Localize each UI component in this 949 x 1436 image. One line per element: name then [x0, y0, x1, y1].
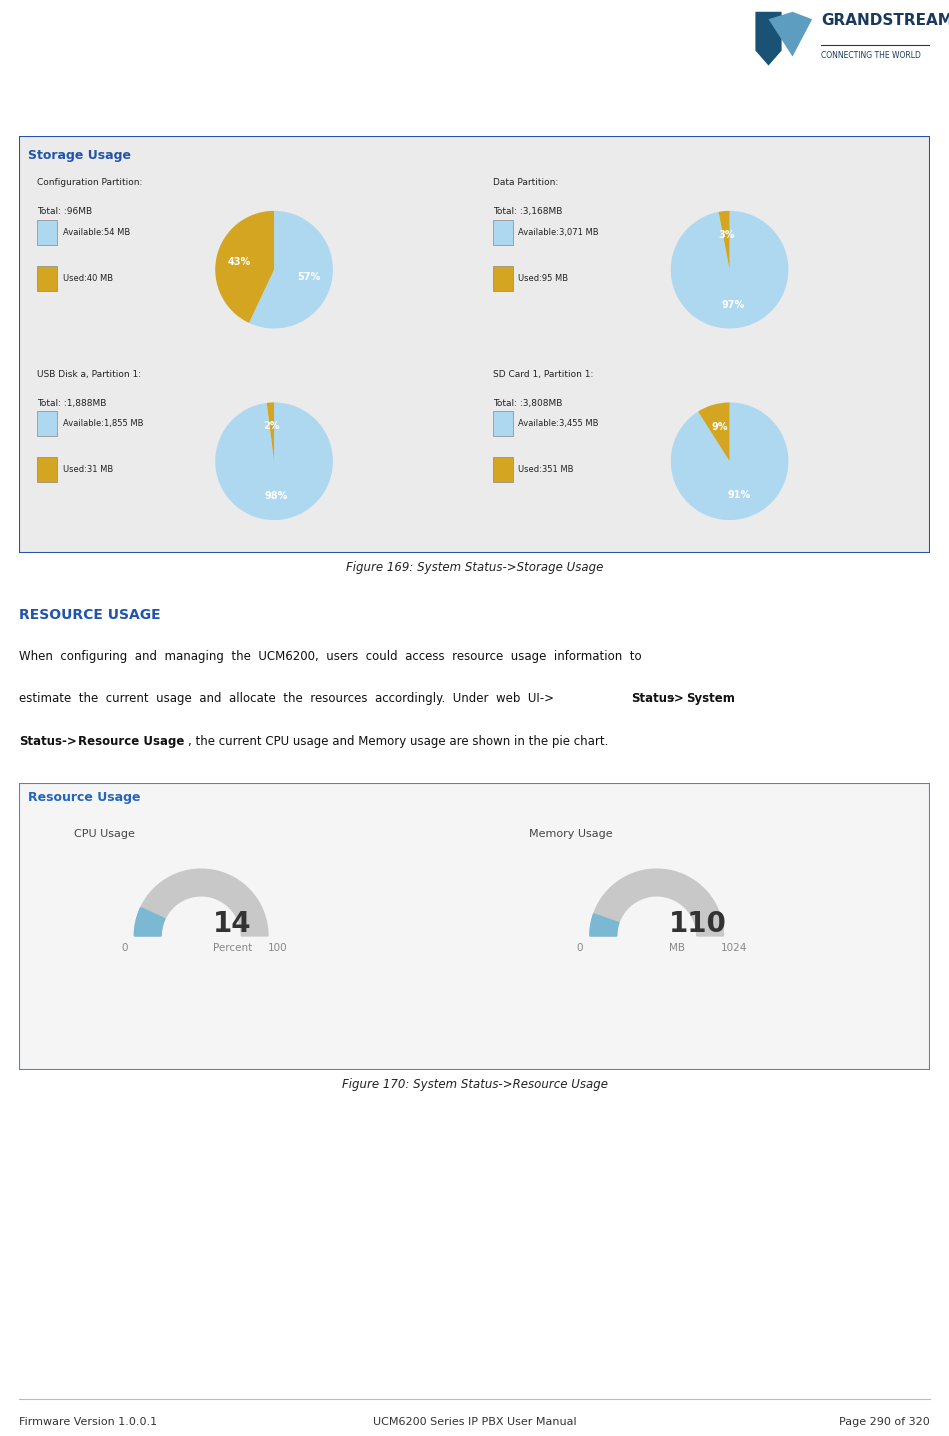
FancyBboxPatch shape	[37, 266, 57, 290]
Text: Data Partition:: Data Partition:	[493, 178, 558, 187]
Text: Total: :3,168MB: Total: :3,168MB	[493, 207, 562, 217]
Text: Total: :1,888MB: Total: :1,888MB	[37, 399, 106, 408]
Wedge shape	[698, 402, 730, 461]
FancyBboxPatch shape	[37, 457, 57, 482]
Wedge shape	[249, 211, 333, 329]
Text: 97%: 97%	[721, 300, 745, 310]
Text: Total: :3,808MB: Total: :3,808MB	[493, 399, 562, 408]
Text: 2%: 2%	[264, 421, 280, 431]
FancyBboxPatch shape	[19, 136, 930, 553]
Text: Memory Usage: Memory Usage	[530, 829, 613, 839]
Text: Figure 169: System Status->Storage Usage: Figure 169: System Status->Storage Usage	[345, 561, 604, 574]
FancyBboxPatch shape	[493, 266, 512, 290]
Text: Available:3,455 MB: Available:3,455 MB	[518, 419, 599, 428]
Text: 110: 110	[669, 910, 727, 938]
Text: UCM6200 Series IP PBX User Manual: UCM6200 Series IP PBX User Manual	[373, 1417, 576, 1427]
Text: When  configuring  and  managing  the  UCM6200,  users  could  access  resource : When configuring and managing the UCM620…	[19, 649, 642, 663]
Text: Available:1,855 MB: Available:1,855 MB	[63, 419, 143, 428]
Text: Available:54 MB: Available:54 MB	[63, 228, 130, 237]
Text: Used:95 MB: Used:95 MB	[518, 273, 568, 283]
Text: 43%: 43%	[228, 257, 251, 267]
Text: 91%: 91%	[728, 490, 751, 500]
Text: USB Disk a, Partition 1:: USB Disk a, Partition 1:	[37, 369, 141, 379]
Text: 57%: 57%	[297, 273, 320, 283]
Text: System: System	[686, 692, 735, 705]
Text: 98%: 98%	[265, 491, 288, 501]
Text: 1024: 1024	[720, 942, 747, 952]
FancyBboxPatch shape	[493, 457, 512, 482]
Text: 100: 100	[269, 942, 288, 952]
Polygon shape	[769, 11, 812, 56]
Wedge shape	[671, 211, 789, 329]
Text: Percent: Percent	[214, 943, 252, 954]
Text: RESOURCE USAGE: RESOURCE USAGE	[19, 609, 160, 622]
Text: MB: MB	[669, 943, 685, 954]
Text: , the current CPU usage and Memory usage are shown in the pie chart.: , the current CPU usage and Memory usage…	[188, 735, 608, 748]
Text: Configuration Partition:: Configuration Partition:	[37, 178, 142, 187]
Wedge shape	[718, 211, 730, 270]
Polygon shape	[590, 869, 723, 936]
Wedge shape	[671, 402, 789, 520]
FancyBboxPatch shape	[37, 220, 57, 244]
Text: CONNECTING THE WORLD: CONNECTING THE WORLD	[821, 50, 921, 60]
Text: 14: 14	[214, 910, 251, 938]
Text: Resource Usage: Resource Usage	[78, 735, 184, 748]
Text: Total: :96MB: Total: :96MB	[37, 207, 92, 217]
FancyBboxPatch shape	[493, 411, 512, 437]
Text: GRANDSTREAM: GRANDSTREAM	[821, 13, 949, 29]
Wedge shape	[215, 211, 274, 323]
Text: SD Card 1, Partition 1:: SD Card 1, Partition 1:	[493, 369, 593, 379]
Text: Available:3,071 MB: Available:3,071 MB	[518, 228, 599, 237]
Text: Storage Usage: Storage Usage	[28, 149, 131, 162]
Text: estimate  the  current  usage  and  allocate  the  resources  accordingly.  Unde: estimate the current usage and allocate …	[19, 692, 554, 705]
Text: ->: ->	[669, 692, 684, 705]
Text: Used:351 MB: Used:351 MB	[518, 465, 574, 474]
Text: 0: 0	[121, 942, 127, 952]
Text: Status->: Status->	[19, 735, 77, 748]
Polygon shape	[590, 913, 619, 936]
Wedge shape	[215, 402, 333, 520]
FancyBboxPatch shape	[19, 783, 930, 1070]
Text: Figure 170: System Status->Resource Usage: Figure 170: System Status->Resource Usag…	[342, 1078, 607, 1091]
Polygon shape	[135, 869, 268, 936]
FancyBboxPatch shape	[493, 220, 512, 244]
Text: Firmware Version 1.0.0.1: Firmware Version 1.0.0.1	[19, 1417, 158, 1427]
Text: Used:31 MB: Used:31 MB	[63, 465, 113, 474]
Text: Resource Usage: Resource Usage	[28, 791, 140, 804]
Text: CPU Usage: CPU Usage	[74, 829, 135, 839]
Polygon shape	[135, 908, 165, 936]
Text: Status: Status	[631, 692, 674, 705]
Text: Page 290 of 320: Page 290 of 320	[839, 1417, 930, 1427]
Text: 9%: 9%	[712, 422, 728, 432]
Text: Used:40 MB: Used:40 MB	[63, 273, 113, 283]
Wedge shape	[267, 402, 274, 461]
Polygon shape	[755, 11, 782, 66]
FancyBboxPatch shape	[37, 411, 57, 437]
Text: 3%: 3%	[718, 230, 735, 240]
Text: 0: 0	[577, 942, 583, 952]
